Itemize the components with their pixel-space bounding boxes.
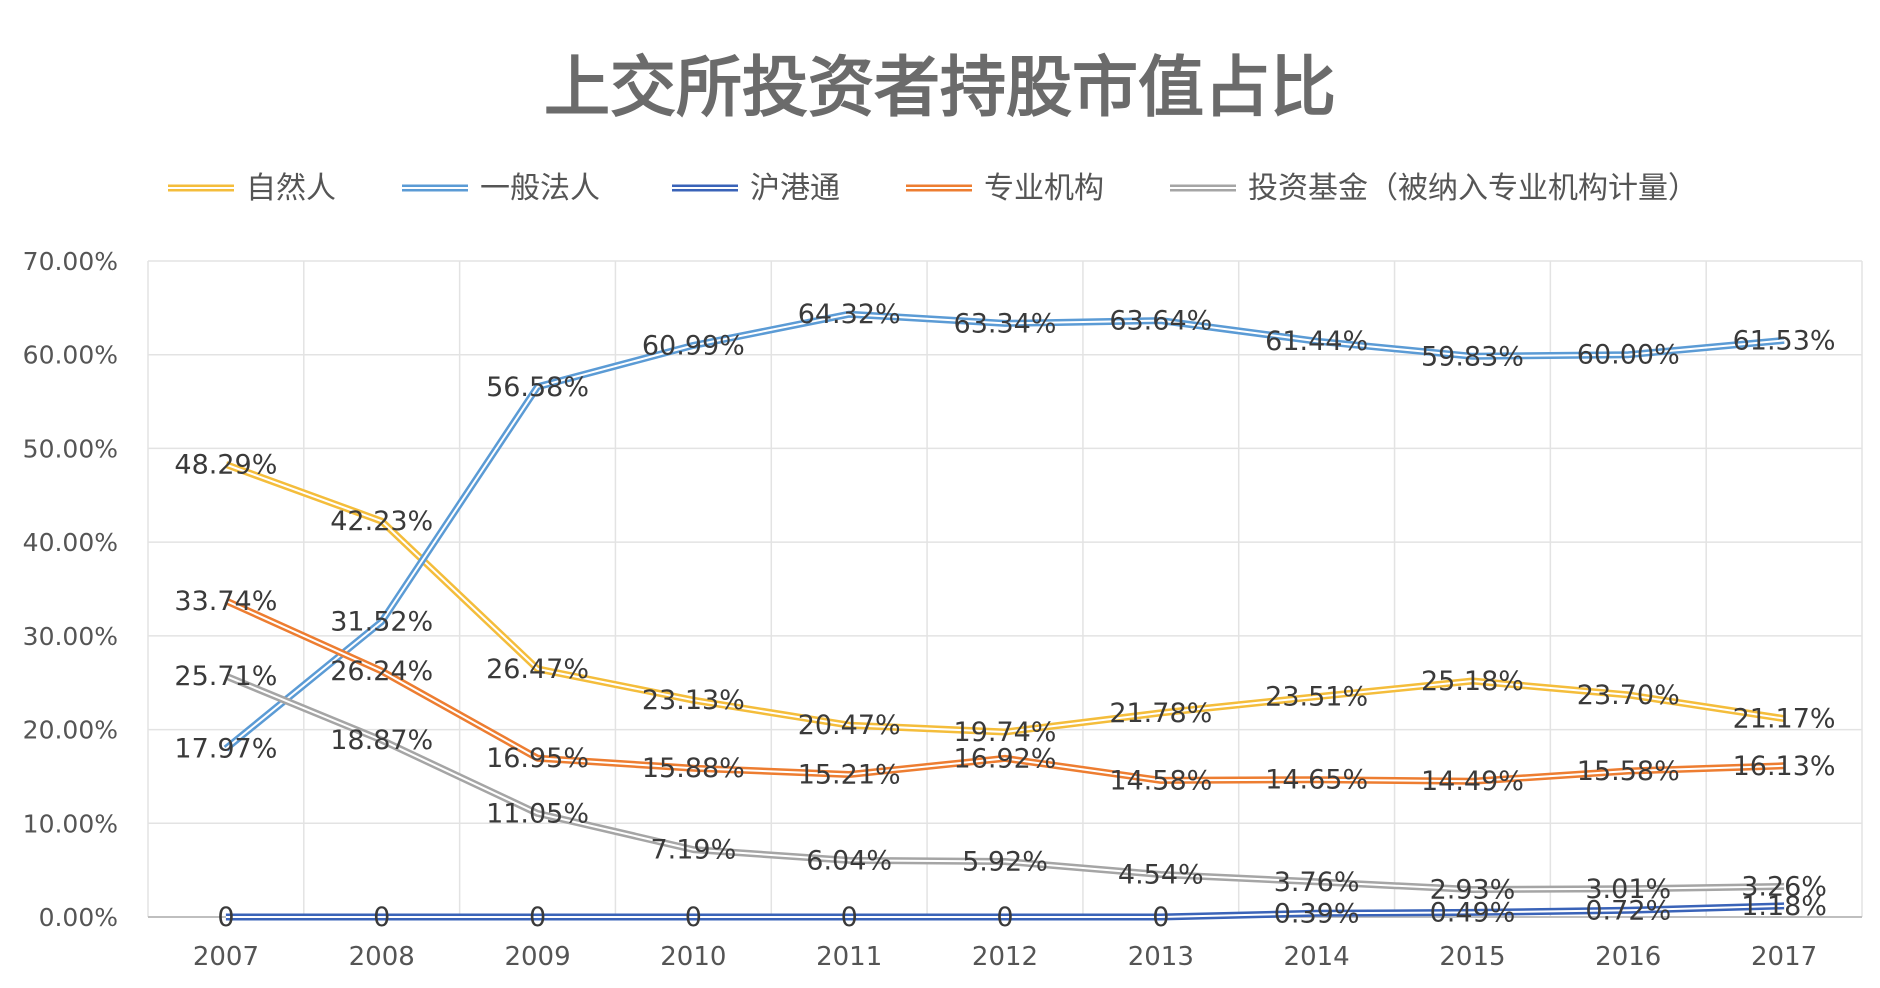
data-label: 0 [373,902,390,933]
legend-item: 自然人 [168,171,336,206]
y-tick-label: 60.00% [23,341,118,370]
legend-item: 专业机构 [906,171,1104,206]
y-tick-label: 70.00% [23,247,118,276]
data-labels: 48.29% 42.23% 26.47% 23.13% 20.47% 19.74% 21.7… [174,299,1835,933]
data-label: 23.70% [1577,680,1680,711]
y-tick-label: 20.00% [23,716,118,745]
x-tick-label: 2013 [1128,942,1194,972]
data-label: 14.49% [1421,766,1524,797]
data-label: 3.76% [1274,867,1360,898]
legend-label: 专业机构 [984,171,1104,206]
legend-item: 一般法人 [402,171,600,206]
x-tick-label: 2011 [816,942,882,972]
legend-label: 沪港通 [750,171,840,206]
data-label: 23.13% [642,685,745,716]
legend-item: 沪港通 [672,171,840,206]
data-label: 60.99% [642,330,745,361]
data-label: 56.58% [486,372,589,403]
data-label: 14.58% [1109,765,1212,796]
x-tick-label: 2016 [1595,942,1661,972]
data-label: 19.74% [954,717,1057,748]
data-label: 0 [1152,902,1169,933]
data-label: 2.93% [1430,875,1516,906]
series-line-inner [225,463,1785,733]
chart-title: 上交所投资者持股市值占比 [544,49,1336,126]
data-label: 42.23% [330,506,433,537]
series-lines [223,310,1785,921]
data-label: 15.21% [798,759,901,790]
data-label: 61.44% [1265,326,1368,357]
legend-label: 自然人 [246,171,336,206]
legend-label: 一般法人 [480,171,600,206]
data-label: 26.24% [330,656,433,687]
data-label: 3.01% [1585,874,1671,905]
data-label: 16.92% [954,743,1057,774]
legend-item: 投资基金（被纳入专业机构计量） [1170,171,1698,206]
data-label: 64.32% [798,299,901,330]
series-line-inner [225,675,1785,891]
data-label: 25.18% [1421,666,1524,697]
data-label: 5.92% [962,847,1048,878]
data-label: 15.88% [642,753,745,784]
data-label: 16.95% [486,743,589,774]
x-tick-label: 2009 [504,942,570,972]
y-axis: 0.00% 10.00% 20.00% 30.00% 40.00% 50.00% 60.00… [23,247,118,932]
data-label: 14.65% [1265,765,1368,796]
data-label: 0 [217,902,234,933]
data-label: 3.26% [1741,871,1827,902]
data-label: 7.19% [650,835,736,866]
series-line-inner [225,313,1785,750]
data-label: 33.74% [174,586,277,617]
data-label: 63.64% [1109,306,1212,337]
y-tick-label: 0.00% [39,903,118,932]
data-label: 0 [529,902,546,933]
data-label: 26.47% [486,654,589,685]
data-label: 60.00% [1577,340,1680,371]
x-tick-label: 2012 [972,942,1038,972]
x-tick-label: 2017 [1751,942,1817,972]
data-label: 0 [841,902,858,933]
data-label: 0.49% [1430,897,1516,928]
data-label: 11.05% [486,798,589,829]
data-label: 0.39% [1274,898,1360,929]
data-label: 20.47% [798,710,901,741]
series-line-inner [225,599,1785,783]
data-label: 0 [996,902,1013,933]
data-label: 0 [685,902,702,933]
data-label: 18.87% [330,725,433,756]
x-axis: 2007 2008 2009 2010 2011 2012 2013 2014 2015 2016… [193,942,1817,972]
x-tick-label: 2010 [660,942,726,972]
y-tick-label: 40.00% [23,528,118,557]
data-label: 31.52% [330,607,433,638]
series-line-inner [225,904,1785,918]
x-tick-label: 2007 [193,942,259,972]
legend-label: 投资基金（被纳入专业机构计量） [1248,171,1698,206]
legend: 自然人 一般法人 沪港通 专业机构 投资基金（被纳入专业机构计量） [168,171,1698,206]
data-label: 6.04% [806,845,892,876]
y-tick-label: 50.00% [23,434,118,463]
y-tick-label: 30.00% [23,622,118,651]
y-tick-label: 10.00% [23,809,118,838]
data-label: 23.51% [1265,682,1368,713]
data-label: 21.17% [1733,704,1836,735]
x-tick-label: 2008 [349,942,415,972]
x-tick-label: 2014 [1284,942,1350,972]
data-label: 16.13% [1733,751,1836,782]
data-label: 21.78% [1109,698,1212,729]
data-label: 48.29% [174,449,277,480]
data-label: 0.72% [1585,895,1671,926]
data-label: 25.71% [174,661,277,692]
data-label: 63.34% [954,308,1057,339]
data-label: 15.58% [1577,756,1680,787]
data-label: 17.97% [174,734,277,765]
x-tick-label: 2015 [1439,942,1505,972]
data-label: 59.83% [1421,341,1524,372]
data-label: 1.18% [1741,891,1827,922]
data-label: 4.54% [1118,859,1204,890]
data-label: 61.53% [1733,325,1836,356]
